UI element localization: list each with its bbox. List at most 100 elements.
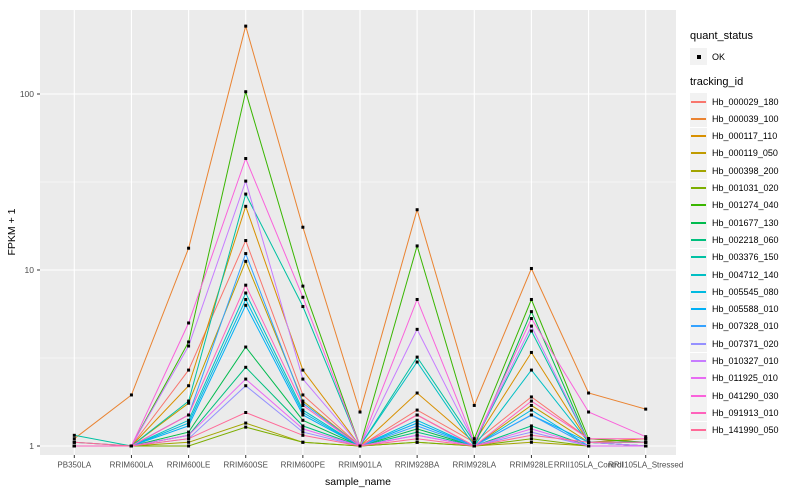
- legend-item-label: OK: [712, 51, 726, 62]
- legend-item-tracking: Hb_001274_040: [690, 196, 779, 214]
- data-point: [644, 435, 648, 439]
- data-point: [187, 418, 191, 422]
- legend-key: [690, 369, 707, 387]
- data-point: [415, 413, 419, 417]
- legend-key: [690, 162, 707, 180]
- data-point: [415, 437, 419, 441]
- legend-key: [690, 352, 707, 370]
- data-point: [529, 399, 533, 403]
- line-swatch-icon: [691, 429, 706, 432]
- legend-key: [690, 421, 707, 439]
- data-point: [301, 295, 305, 299]
- legend-item-tracking: Hb_004712_140: [690, 266, 779, 283]
- legend-key: [690, 144, 707, 162]
- data-point: [301, 284, 305, 288]
- data-point: [587, 440, 591, 444]
- data-point: [415, 408, 419, 412]
- y-tick-label: 100: [20, 89, 34, 99]
- legend-key: [690, 404, 707, 422]
- data-point: [472, 403, 476, 407]
- legend-item-label: Hb_005545_080: [712, 286, 779, 297]
- legend-key: [690, 214, 707, 232]
- legend-item-label: Hb_002218_060: [712, 234, 779, 245]
- y-tick-label: 1: [29, 441, 34, 451]
- data-point: [301, 427, 305, 431]
- legend-panel: quant_status OK tracking_id Hb_000029_18…: [688, 0, 800, 500]
- data-point: [415, 433, 419, 437]
- data-point: [529, 266, 533, 270]
- line-swatch-icon: [691, 221, 706, 224]
- line-swatch-icon: [691, 394, 706, 397]
- legend-key: [690, 196, 707, 214]
- data-point: [415, 418, 419, 422]
- data-point: [187, 424, 191, 428]
- data-point: [187, 368, 191, 372]
- line-swatch-icon: [691, 204, 706, 207]
- legend-item-tracking: Hb_091913_010: [690, 404, 779, 422]
- x-tick-label: RRIM928LA: [452, 461, 496, 470]
- data-point: [301, 430, 305, 434]
- data-point: [415, 355, 419, 359]
- legend-item-tracking: Hb_000119_050: [690, 144, 778, 162]
- x-tick-label: RRIM600LE: [167, 461, 211, 470]
- x-tick-label: RRIM600LA: [110, 461, 154, 470]
- data-point: [529, 433, 533, 437]
- line-swatch-icon: [691, 360, 706, 362]
- data-point: [244, 179, 248, 183]
- data-point: [301, 225, 305, 229]
- legend-item-tracking: Hb_010327_010: [690, 352, 779, 370]
- data-point: [301, 413, 305, 417]
- data-point: [415, 421, 419, 425]
- data-point: [244, 365, 248, 369]
- x-tick-label: RRIM901LA: [338, 461, 382, 470]
- data-point: [529, 427, 533, 431]
- data-point: [644, 440, 648, 444]
- data-point: [187, 321, 191, 325]
- data-point: [244, 303, 248, 307]
- line-swatch-icon: [691, 290, 706, 293]
- legend-item-label: Hb_001031_020: [712, 183, 779, 193]
- data-point: [244, 24, 248, 28]
- line-swatch-icon: [691, 256, 706, 259]
- legend-key: [690, 335, 707, 353]
- data-point: [72, 433, 76, 437]
- data-point: [472, 444, 476, 448]
- line-swatch-icon: [691, 308, 706, 311]
- data-point: [301, 393, 305, 397]
- data-point: [244, 421, 248, 425]
- line-swatch-icon: [691, 152, 706, 155]
- legend-key: [690, 283, 707, 301]
- legend-item-tracking: Hb_011925_010: [690, 369, 778, 387]
- legend-item-label: Hb_000119_050: [712, 148, 778, 159]
- data-point: [244, 384, 248, 388]
- legend-item-label: Hb_005588_010: [712, 304, 779, 315]
- data-point: [529, 424, 533, 428]
- x-tick-label: PB350LA: [57, 461, 91, 470]
- data-point: [187, 401, 191, 405]
- legend-key: [690, 300, 707, 318]
- legend-item-label: Hb_011925_010: [712, 373, 778, 384]
- legend-item-label: Hb_001677_130: [712, 217, 779, 228]
- line-swatch-icon: [691, 273, 706, 276]
- legend-item-label: Hb_041290_030: [712, 390, 779, 401]
- x-tick-label: RRII105LA_Control: [554, 461, 624, 470]
- data-point: [415, 244, 419, 248]
- line-swatch-icon: [691, 135, 706, 138]
- data-point: [644, 407, 648, 411]
- legend-item-tracking: Hb_007328_010: [690, 317, 779, 335]
- legend-key: [690, 48, 707, 65]
- data-point: [244, 252, 248, 256]
- legend-key: [690, 248, 707, 266]
- legend-item-tracking: Hb_141990_050: [690, 421, 779, 439]
- x-tick-label: RRIM600PE: [281, 461, 325, 470]
- data-point: [187, 444, 191, 448]
- data-point: [415, 430, 419, 434]
- legend-item-tracking: Hb_007371_020: [690, 335, 779, 353]
- plot-panel: [40, 10, 676, 455]
- line-swatch-icon: [691, 377, 706, 380]
- data-point: [529, 368, 533, 372]
- data-point: [72, 437, 76, 441]
- data-point: [244, 411, 248, 415]
- x-tick-label: RRIM600SE: [223, 461, 267, 470]
